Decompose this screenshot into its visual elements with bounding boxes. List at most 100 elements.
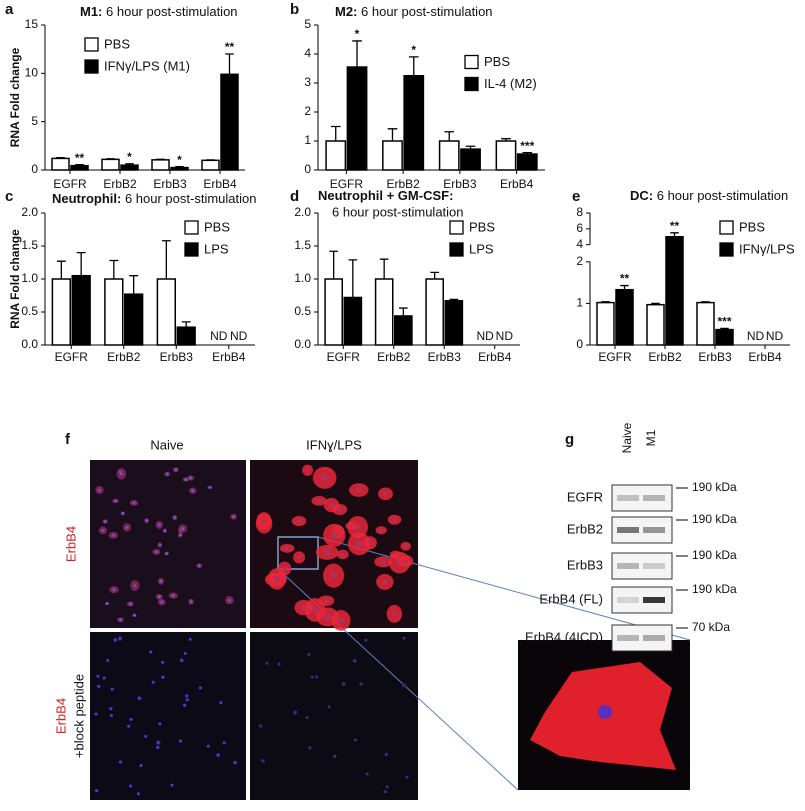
x-tick-label: ErbB4 [500,177,534,191]
nucleus [180,659,183,662]
error-bar [399,308,408,316]
title-rest: 6 hour post-stimulation [125,191,257,206]
nucleus [274,576,279,581]
x-tick-label: ErbB3 [153,177,187,191]
bar [697,303,714,345]
bar [647,305,664,345]
nucleus [158,722,161,725]
nucleus [95,712,98,715]
bar [102,159,119,170]
blot-band [643,527,665,533]
y-tick-label: 1 [576,296,583,310]
nucleus [174,468,177,471]
nucleus [186,698,189,701]
error-bar [225,54,234,74]
bar [52,158,69,170]
bar [326,141,345,170]
significance: * [177,153,182,167]
nucleus [315,675,318,678]
panel-label: g [565,431,574,448]
nucleus [232,515,235,518]
nucleus [333,755,336,758]
legend-swatch [185,243,198,256]
nucleus [404,545,407,548]
nucleus [183,704,186,707]
y-tick-label: 0 [576,337,583,351]
nucleus [171,784,174,787]
nucleus [119,761,122,764]
bar [597,303,614,345]
legend-label: PBS [484,54,510,69]
nucleus [161,676,164,679]
nucleus [364,639,367,642]
nucleus [119,618,122,621]
nucleus [207,745,210,748]
row-label: ErbB4 [53,698,68,734]
bar [171,168,188,170]
nucleus [98,489,101,492]
value-label: ND [496,329,514,343]
bar [445,301,462,345]
blot-band [643,635,665,641]
blot-band [617,495,639,501]
nucleus [293,712,296,715]
bar [177,327,195,345]
nucleus [112,534,115,537]
x-tick-label: ErbB3 [698,350,732,364]
error-bar [109,261,118,279]
nucleus [353,659,356,662]
nucleus [321,474,328,481]
nucleus [173,516,176,519]
nucleus [160,601,163,604]
bar [221,74,238,170]
nucleus [356,487,362,493]
legend-swatch [450,221,463,234]
error-bar [162,241,171,279]
nucleus [166,473,169,476]
value-label: ND [230,329,248,343]
chart-title: DC: 6 hour post-stimulation [630,188,788,203]
nucleus [317,499,322,504]
bar [404,76,423,170]
nucleus [158,523,161,526]
blot-band [617,527,639,533]
blot-band [617,597,639,603]
bar [71,166,88,170]
nucleus [283,567,287,571]
y-tick-label: 0 [304,162,311,176]
marker-label: 190 kDa [692,582,737,596]
bar [52,279,70,345]
nucleus [184,652,187,655]
legend-label: IFNγ/LPS (M1) [104,58,190,73]
y-tick-label: 1.0 [294,271,311,285]
nucleus [119,637,122,640]
x-tick-label: ErbB4 [203,177,237,191]
nucleus [328,705,331,708]
bar [518,154,537,170]
value-label: ND [766,329,784,343]
nucleus [404,559,408,563]
title-rest: 6 hour post-stimulation [361,4,493,19]
nucleus [385,753,388,756]
legend-swatch [720,221,733,234]
nucleus [234,761,237,764]
error-bar [329,251,338,279]
nucleus [125,526,128,529]
error-bar [57,261,66,279]
panel-label: a [5,1,14,18]
nucleus [324,598,329,603]
bar [202,160,219,170]
nucleus [350,524,353,527]
y-tick-label: 1 [304,133,311,147]
inset-nucleus [598,705,612,719]
nucleus [297,556,301,560]
lane-label: Naive [620,422,634,453]
nucleus [208,486,211,489]
y-tick-label: 10 [25,66,39,80]
nucleus [133,584,136,587]
y-tick-label: 1.5 [21,238,38,252]
x-tick-label: ErbB3 [428,350,462,364]
bar [157,279,175,345]
significance: * [355,27,360,41]
y-tick-label: 0.0 [294,337,311,351]
